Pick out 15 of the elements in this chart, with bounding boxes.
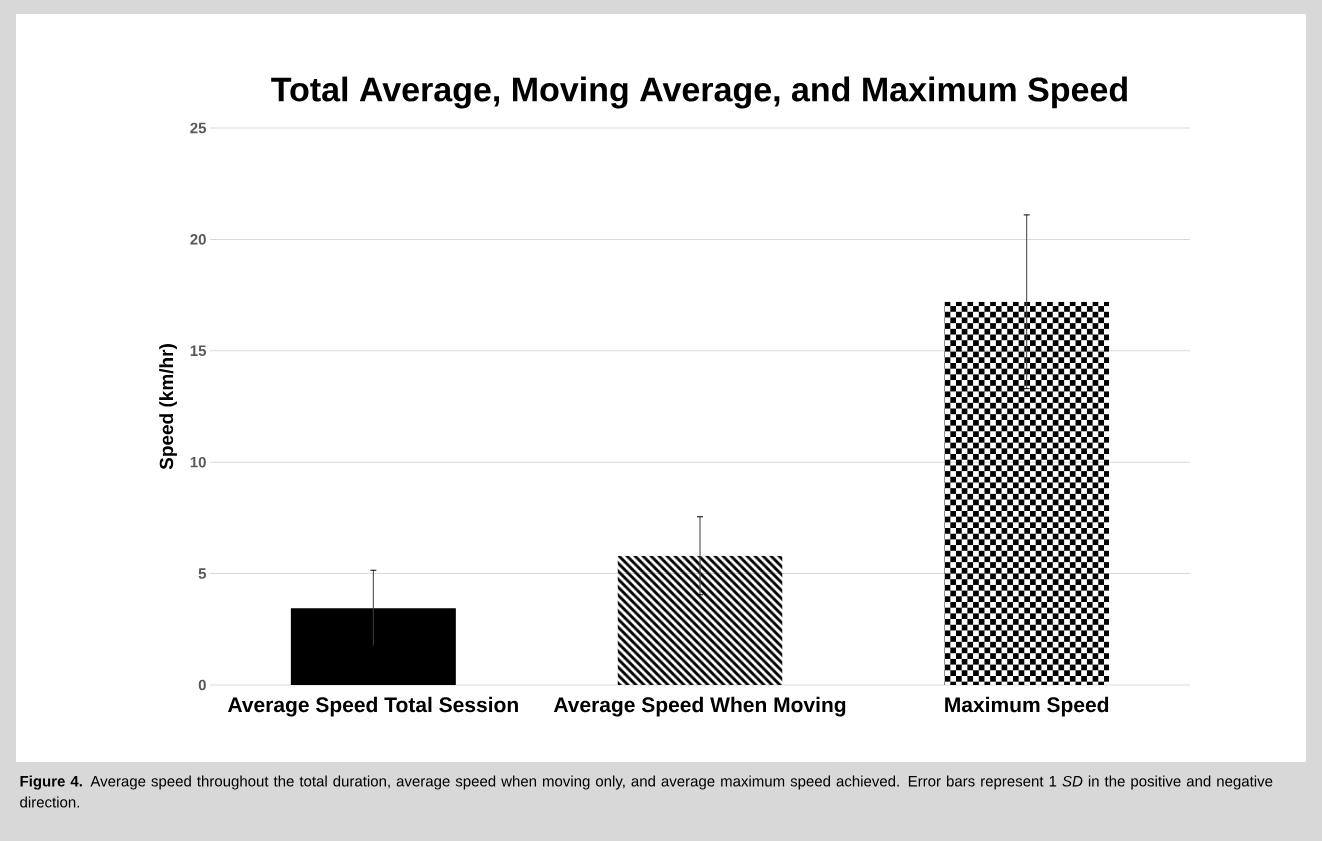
y-tick-label: 0: [198, 679, 206, 691]
x-tick-label: Average Speed Total Session: [227, 696, 518, 717]
bar: [290, 608, 456, 685]
y-axis-title: Speed (km/hr): [159, 344, 177, 470]
y-tick-label: 25: [190, 122, 207, 134]
bar: [617, 555, 783, 685]
text: Figure 4. Average speed throughout the total duration, average speed when moving only, and average maximum speed achieved. Error bars represent 1 SD in the positive and negative direction.: [20, 775, 1273, 808]
y-tick-label: 20: [190, 234, 206, 245]
y-tick-label: 15: [190, 345, 207, 357]
chart-title: Total Average, Moving Average, and Maximum Speed: [271, 76, 1127, 109]
x-tick-label: Maximum Speed: [945, 696, 1109, 717]
y-tick-label: 5: [198, 568, 207, 579]
bar: [944, 301, 1110, 685]
x-tick-label: Average Speed When Moving: [553, 696, 846, 717]
y-tick-label: 10: [190, 456, 206, 468]
